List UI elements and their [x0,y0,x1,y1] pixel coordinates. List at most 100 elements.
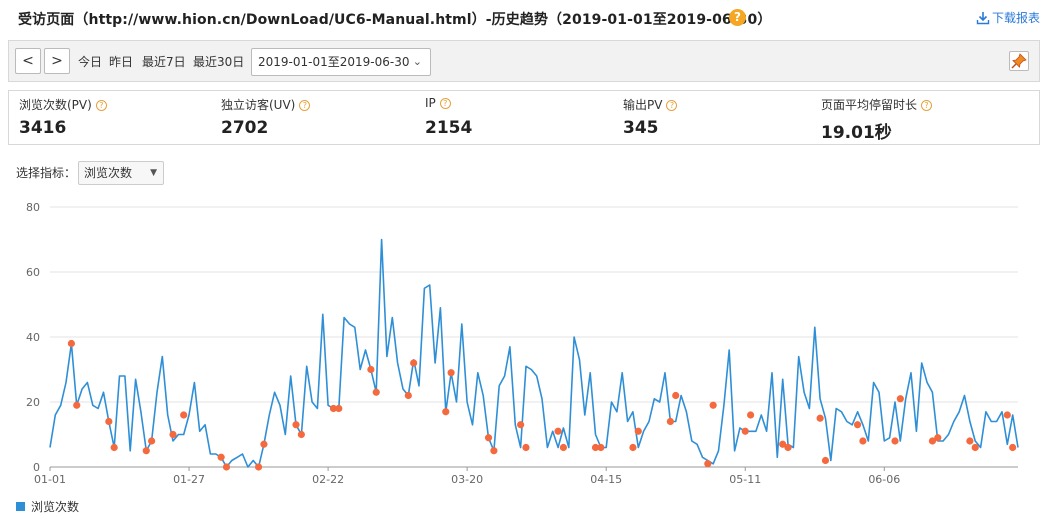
stat-label: 独立访客(UV) [221,98,296,112]
help-icon[interactable]: ? [299,100,311,111]
data-point [1003,411,1011,419]
chevron-down-icon: ⌄ [412,55,422,68]
data-point [67,339,75,348]
data-point [928,437,937,445]
data-point [591,443,600,452]
yesterday-link[interactable]: 昨日 [109,55,134,69]
data-point [142,447,150,455]
metric-label: 选择指标： [16,166,77,180]
data-point [896,395,904,403]
data-point [329,404,338,413]
help-icon[interactable]: ? [729,9,746,26]
data-point [367,365,375,374]
data-point [292,421,300,429]
date-toolbar: < > 今日 昨日 最近7日 最近30日 2019-01-01至2019-06-… [8,40,1040,82]
pin-button[interactable] [1009,51,1029,71]
x-tick-label: 04-15 [590,473,622,486]
data-point [517,421,525,429]
download-icon [976,12,990,25]
data-point [634,427,642,435]
last-7-days-link[interactable]: 最近7日 [142,55,186,69]
data-point [484,434,493,442]
x-tick-label: 01-01 [34,473,66,486]
data-point [410,359,418,367]
metric-value: 浏览次数 [84,166,133,180]
stat-value: 3416 [19,118,67,138]
data-point [704,460,712,468]
data-point [217,453,225,461]
help-icon[interactable]: ? [666,100,678,111]
data-point [490,447,498,455]
next-period-button[interactable]: > [44,48,70,74]
download-label: 下载报表 [991,11,1040,25]
help-icon[interactable]: ? [921,100,933,111]
y-tick-label: 80 [26,201,40,214]
x-tick-label: 05-11 [729,473,761,486]
series-line [49,238,1019,468]
data-point [821,456,830,465]
data-point [180,411,188,419]
help-icon[interactable]: ? [95,100,107,111]
title-bar: 受访页面（http://www.hion.cn/DownLoad/UC6-Man… [0,0,1050,36]
help-icon[interactable]: ? [439,98,451,109]
date-range-select[interactable]: 2019-01-01至2019-06-30 ⌄ [251,48,431,76]
data-point [148,437,156,445]
data-point [672,391,680,400]
summary-stats: 浏览次数(PV)? 3416 独立访客(UV)? 2702 IP? 2154 输… [8,90,1040,145]
last-30-days-link[interactable]: 最近30日 [193,55,245,69]
stat-value: 345 [623,118,659,138]
data-point [746,411,755,419]
y-tick-label: 20 [26,396,40,409]
data-point [260,440,268,448]
y-tick-label: 40 [26,331,40,344]
x-tick-label: 06-06 [868,473,900,486]
data-point [891,437,899,445]
x-tick-label: 03-20 [451,473,483,486]
stat-value: 2154 [425,118,473,138]
data-point [816,414,824,422]
data-point [297,430,305,439]
data-point [971,443,979,452]
prev-period-button[interactable]: < [15,48,41,74]
trend-chart: 0 20 40 60 80 01-01 01-27 02-22 03-20 04-15 05-11 0… [26,201,1019,486]
data-point [779,440,787,448]
chart-legend[interactable]: 浏览次数 [16,498,79,515]
data-point [741,427,749,435]
data-point [222,463,231,471]
data-point [335,404,343,413]
data-point [554,427,562,435]
data-point [666,417,674,426]
y-tick-label: 60 [26,266,40,279]
data-point [853,421,862,429]
legend-swatch [16,502,25,511]
stat-value: 19.01秒 [821,123,892,143]
x-tick-label: 02-22 [312,473,344,486]
today-link[interactable]: 今日 [78,55,103,69]
x-tick-label: 01-27 [173,473,205,486]
caret-down-icon: ▼ [150,168,157,178]
data-point [254,463,263,471]
data-point [73,401,81,409]
data-point [966,437,974,445]
stat-label: IP [425,96,436,110]
data-point [372,388,380,396]
data-point [447,369,455,377]
data-point [629,443,637,452]
stat-label: 浏览次数(PV) [19,98,92,112]
data-point [522,443,530,452]
download-report-link[interactable]: 下载报表 [976,9,1040,26]
metric-selector-row: 选择指标： 浏览次数 ▼ [16,161,164,185]
data-point [559,443,568,452]
data-point [934,434,942,442]
date-range-value: 2019-01-01至2019-06-30 [258,55,410,69]
pin-icon [1011,53,1027,69]
data-point [709,401,717,409]
data-point [442,408,450,416]
data-point [859,437,867,445]
stat-value: 2702 [221,118,269,138]
stat-label: 页面平均停留时长 [821,98,918,112]
data-point [110,443,118,452]
data-point [169,430,177,439]
stat-label: 输出PV [623,98,663,112]
metric-select[interactable]: 浏览次数 ▼ [78,161,164,185]
